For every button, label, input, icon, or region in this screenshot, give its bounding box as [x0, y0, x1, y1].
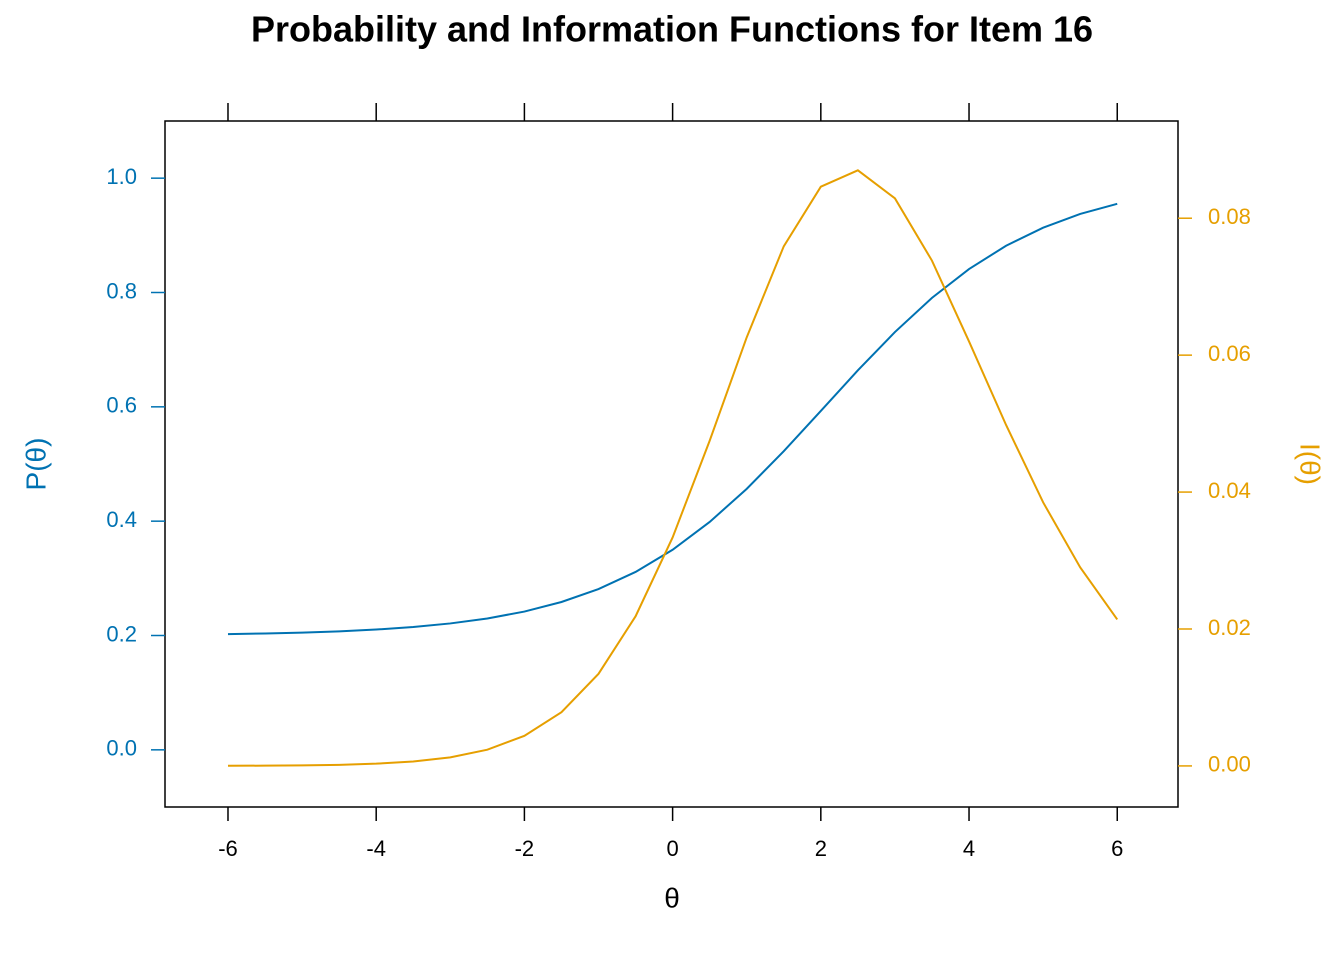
y-tick-label: 0.6: [106, 393, 137, 418]
y-tick-label: 0.4: [106, 507, 137, 532]
y2-tick-label: 0.04: [1208, 478, 1251, 503]
line-series: [227, 169, 1119, 767]
y-tick-label: 0.0: [106, 736, 137, 761]
y-tick-label: 0.8: [106, 278, 137, 303]
x-tick-label: -2: [515, 836, 535, 861]
y2-tick-label: 0.02: [1208, 615, 1251, 640]
x-tick-label: -6: [218, 836, 238, 861]
x-tick-label: 6: [1111, 836, 1123, 861]
x-tick-label: 4: [963, 836, 975, 861]
y-axis-label: P(θ): [20, 438, 51, 491]
line-series: [227, 202, 1118, 636]
x-tick-label: 0: [666, 836, 678, 861]
x-tick-label: -4: [366, 836, 386, 861]
plot-frame: [164, 120, 1179, 808]
chart-title: Probability and Information Functions fo…: [251, 9, 1093, 50]
y2-tick-label: 0.06: [1208, 341, 1251, 366]
y2-tick-label: 0.00: [1208, 752, 1251, 777]
y-tick-label: 0.2: [106, 621, 137, 646]
x-tick-label: 2: [815, 836, 827, 861]
y-tick-label: 1.0: [106, 164, 137, 189]
y2-tick-label: 0.08: [1208, 204, 1251, 229]
x-axis-label: θ: [664, 882, 680, 913]
y2-axis-label: I(θ): [1295, 443, 1326, 485]
